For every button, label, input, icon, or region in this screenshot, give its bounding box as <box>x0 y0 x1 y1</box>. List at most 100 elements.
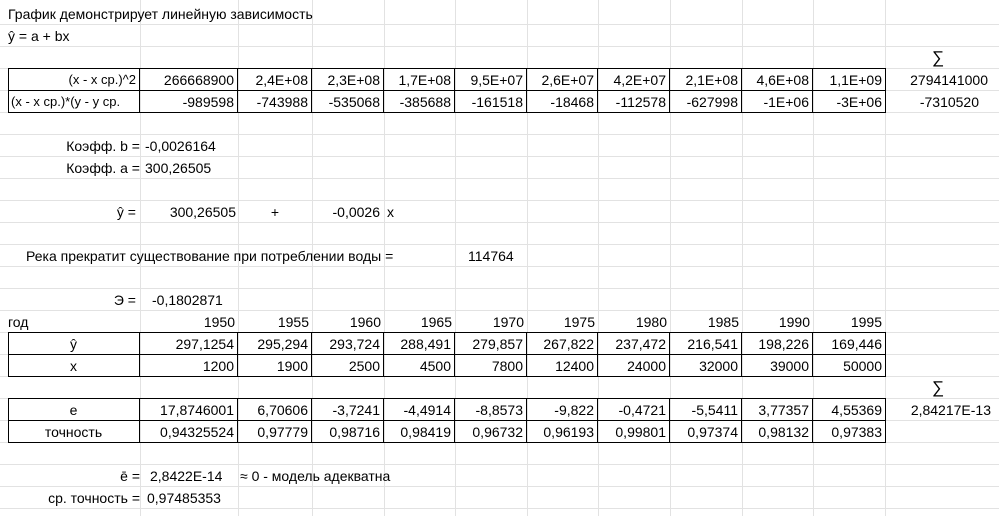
year-cell[interactable]: 1950 <box>203 314 235 330</box>
table-cell[interactable]: -8,8573 <box>455 399 527 421</box>
table-cell[interactable]: -3,7241 <box>312 399 384 421</box>
table-cell[interactable]: 0,99801 <box>598 421 670 443</box>
table-cell[interactable]: -18468 <box>527 91 598 113</box>
table-cell[interactable]: 0,98419 <box>384 421 455 443</box>
equation-plus: + <box>270 204 280 220</box>
mean-error-label: ē = <box>120 468 140 484</box>
table-cell[interactable]: 0,97374 <box>670 421 742 443</box>
table-cell[interactable]: 0,96732 <box>455 421 527 443</box>
table-cell[interactable]: 1,1E+09 <box>829 72 882 88</box>
table-cell[interactable]: 169,446 <box>831 336 882 352</box>
elasticity-label: Э = <box>113 292 136 308</box>
table-cell[interactable]: 237,472 <box>598 333 670 355</box>
table-cell[interactable]: 7800 <box>455 355 527 377</box>
mean-error-value[interactable]: 2,8422E-14 <box>150 468 223 484</box>
table-cell[interactable]: 39000 <box>742 355 813 377</box>
table-cell[interactable]: 1,7E+08 <box>384 69 455 91</box>
row-label: (x - x ср.)^2 <box>8 69 140 91</box>
table-cell[interactable]: 0,97383 <box>831 424 882 440</box>
sum-symbol-2: ∑ <box>931 378 945 397</box>
row-label: (x - x ср.)*(y - y ср. <box>8 91 140 113</box>
year-cell[interactable]: 1985 <box>707 314 739 330</box>
coef-a-label: Коэфф. a = <box>66 160 140 176</box>
row-label: точность <box>8 421 140 443</box>
year-cell[interactable]: 1980 <box>635 314 667 330</box>
table-cell[interactable]: -0,4721 <box>598 399 670 421</box>
mean-accuracy-value[interactable]: 0,97485353 <box>147 490 221 506</box>
year-cell[interactable]: 1955 <box>277 314 309 330</box>
table-cell[interactable]: 198,226 <box>742 333 813 355</box>
table-cell[interactable]: 2,4E+08 <box>238 69 312 91</box>
table-cell[interactable]: 12400 <box>527 355 598 377</box>
table-cell[interactable]: 0,94325524 <box>140 421 238 443</box>
table-cell[interactable]: 50000 <box>843 358 882 374</box>
sum-symbol: ∑ <box>931 48 945 67</box>
table-cell[interactable]: 4,6E+08 <box>742 69 813 91</box>
table-cell[interactable]: 288,491 <box>384 333 455 355</box>
river-value[interactable]: 114764 <box>468 248 514 264</box>
table-cell[interactable]: 297,1254 <box>140 333 238 355</box>
table-cell[interactable]: 17,8746001 <box>140 399 238 421</box>
table-cell[interactable]: 0,97779 <box>238 421 312 443</box>
table-cell[interactable]: 2,6E+07 <box>527 69 598 91</box>
year-cell[interactable]: 1965 <box>420 314 452 330</box>
table-cell[interactable]: 3,77357 <box>742 399 813 421</box>
table2-divider <box>8 354 886 355</box>
year-cell[interactable]: 1970 <box>492 314 524 330</box>
table1-divider <box>8 90 886 91</box>
equation-b[interactable]: -0,0026 <box>332 204 380 220</box>
table-cell[interactable]: 1900 <box>238 355 312 377</box>
table-cell[interactable]: 4,55369 <box>831 402 882 418</box>
row-sum[interactable]: 2,84217E-13 <box>910 402 991 418</box>
table-cell[interactable]: -535068 <box>312 91 384 113</box>
table-cell[interactable]: 0,98716 <box>312 421 384 443</box>
table-cell[interactable]: 4500 <box>384 355 455 377</box>
table-cell[interactable]: 279,857 <box>455 333 527 355</box>
table3-divider <box>8 420 886 421</box>
table-cell[interactable]: 2500 <box>312 355 384 377</box>
row-sum[interactable]: -7310520 <box>919 94 979 110</box>
table-cell[interactable]: 0,96193 <box>527 421 598 443</box>
table-cell[interactable]: -112578 <box>598 91 670 113</box>
table-cell[interactable]: -627998 <box>670 91 742 113</box>
table-cell[interactable]: 2,1E+08 <box>670 69 742 91</box>
table-cell[interactable]: 4,2E+07 <box>598 69 670 91</box>
year-cell[interactable]: 1975 <box>563 314 595 330</box>
table-cell[interactable]: 216,541 <box>670 333 742 355</box>
table-cell[interactable]: -4,4914 <box>384 399 455 421</box>
table-cell[interactable]: -385688 <box>384 91 455 113</box>
table-cell[interactable]: -161518 <box>455 91 527 113</box>
regression-formula: ŷ = a + bx <box>8 28 70 44</box>
table-cell[interactable]: 24000 <box>598 355 670 377</box>
table-cell[interactable]: 267,822 <box>527 333 598 355</box>
table-cell[interactable]: -3E+06 <box>836 94 882 110</box>
chart-description: График демонстрирует линейную зависимост… <box>8 6 313 22</box>
coef-b-label: Коэфф. b = <box>66 138 140 154</box>
table-cell[interactable]: 1200 <box>140 355 238 377</box>
table-cell[interactable]: -9,822 <box>527 399 598 421</box>
coef-b-value[interactable]: -0,0026164 <box>145 138 216 154</box>
coef-a-value[interactable]: 300,26505 <box>145 160 212 176</box>
equation-label: ŷ = <box>116 204 136 220</box>
equation-x: x <box>387 204 394 220</box>
table-cell[interactable]: 32000 <box>670 355 742 377</box>
year-cell[interactable]: 1960 <box>349 314 381 330</box>
table-cell[interactable]: -989598 <box>140 91 238 113</box>
table-cell[interactable]: 9,5E+07 <box>455 69 527 91</box>
equation-a[interactable]: 300,26505 <box>169 204 236 220</box>
table-cell[interactable]: -1E+06 <box>742 91 813 113</box>
table-cell[interactable]: 2,3E+08 <box>312 69 384 91</box>
year-cell[interactable]: 1990 <box>778 314 810 330</box>
table-cell[interactable]: -5,5411 <box>670 399 742 421</box>
row-sum[interactable]: 2794141000 <box>910 72 988 88</box>
year-cell[interactable]: 1995 <box>850 314 882 330</box>
table-cell[interactable]: 295,294 <box>238 333 312 355</box>
row-label: x <box>8 355 140 377</box>
table-cell[interactable]: 6,70606 <box>238 399 312 421</box>
elasticity-value[interactable]: -0,1802871 <box>152 292 223 308</box>
table-cell[interactable]: 0,98132 <box>742 421 813 443</box>
table-cell[interactable]: -743988 <box>238 91 312 113</box>
table-cell[interactable]: 293,724 <box>312 333 384 355</box>
table-cell[interactable]: 266668900 <box>140 69 238 91</box>
river-label: Река прекратит существование при потребл… <box>26 248 394 264</box>
